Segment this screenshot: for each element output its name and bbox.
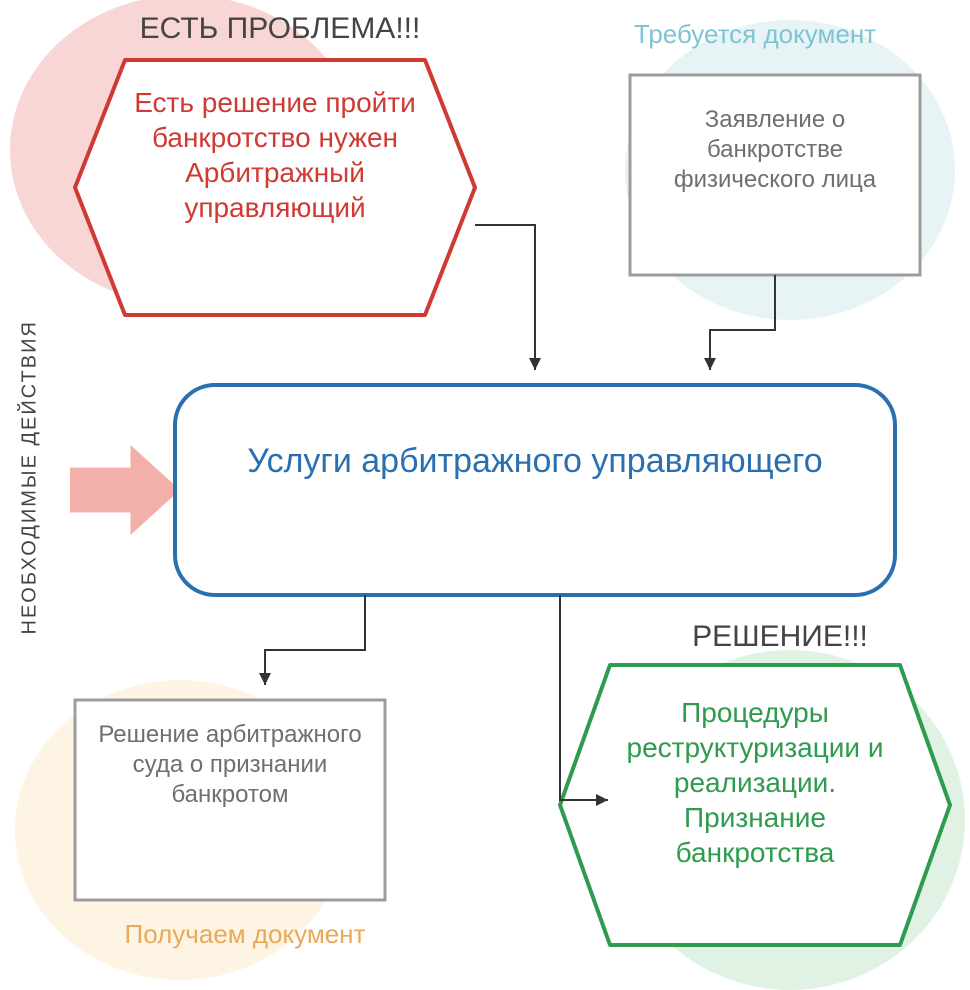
node-document-top-text: Заявление о банкротстве физического лица xyxy=(648,105,902,195)
header-problem: ЕСТЬ ПРОБЛЕМА!!! xyxy=(90,12,470,45)
node-problem-text: Есть решение пройти банкротство нужен Ар… xyxy=(125,85,425,225)
header-document-received: Получаем документ xyxy=(60,920,430,949)
header-required-actions: НЕОБХОДИМЫЕ ДЕЙСТВИЯ xyxy=(19,335,42,635)
node-center-text: Услуги арбитражного управляющего xyxy=(193,440,877,483)
header-document-required: Требуется документ xyxy=(570,20,940,49)
node-solution-text: Процедуры реструктуризации и реализации.… xyxy=(610,695,900,870)
node-document-bottom-text: Решение арбитражного суда о признании ба… xyxy=(93,720,367,810)
diagram-canvas: ЕСТЬ ПРОБЛЕМА!!! Требуется документ Полу… xyxy=(0,0,970,969)
header-solution: РЕШЕНИЕ!!! xyxy=(640,620,920,653)
